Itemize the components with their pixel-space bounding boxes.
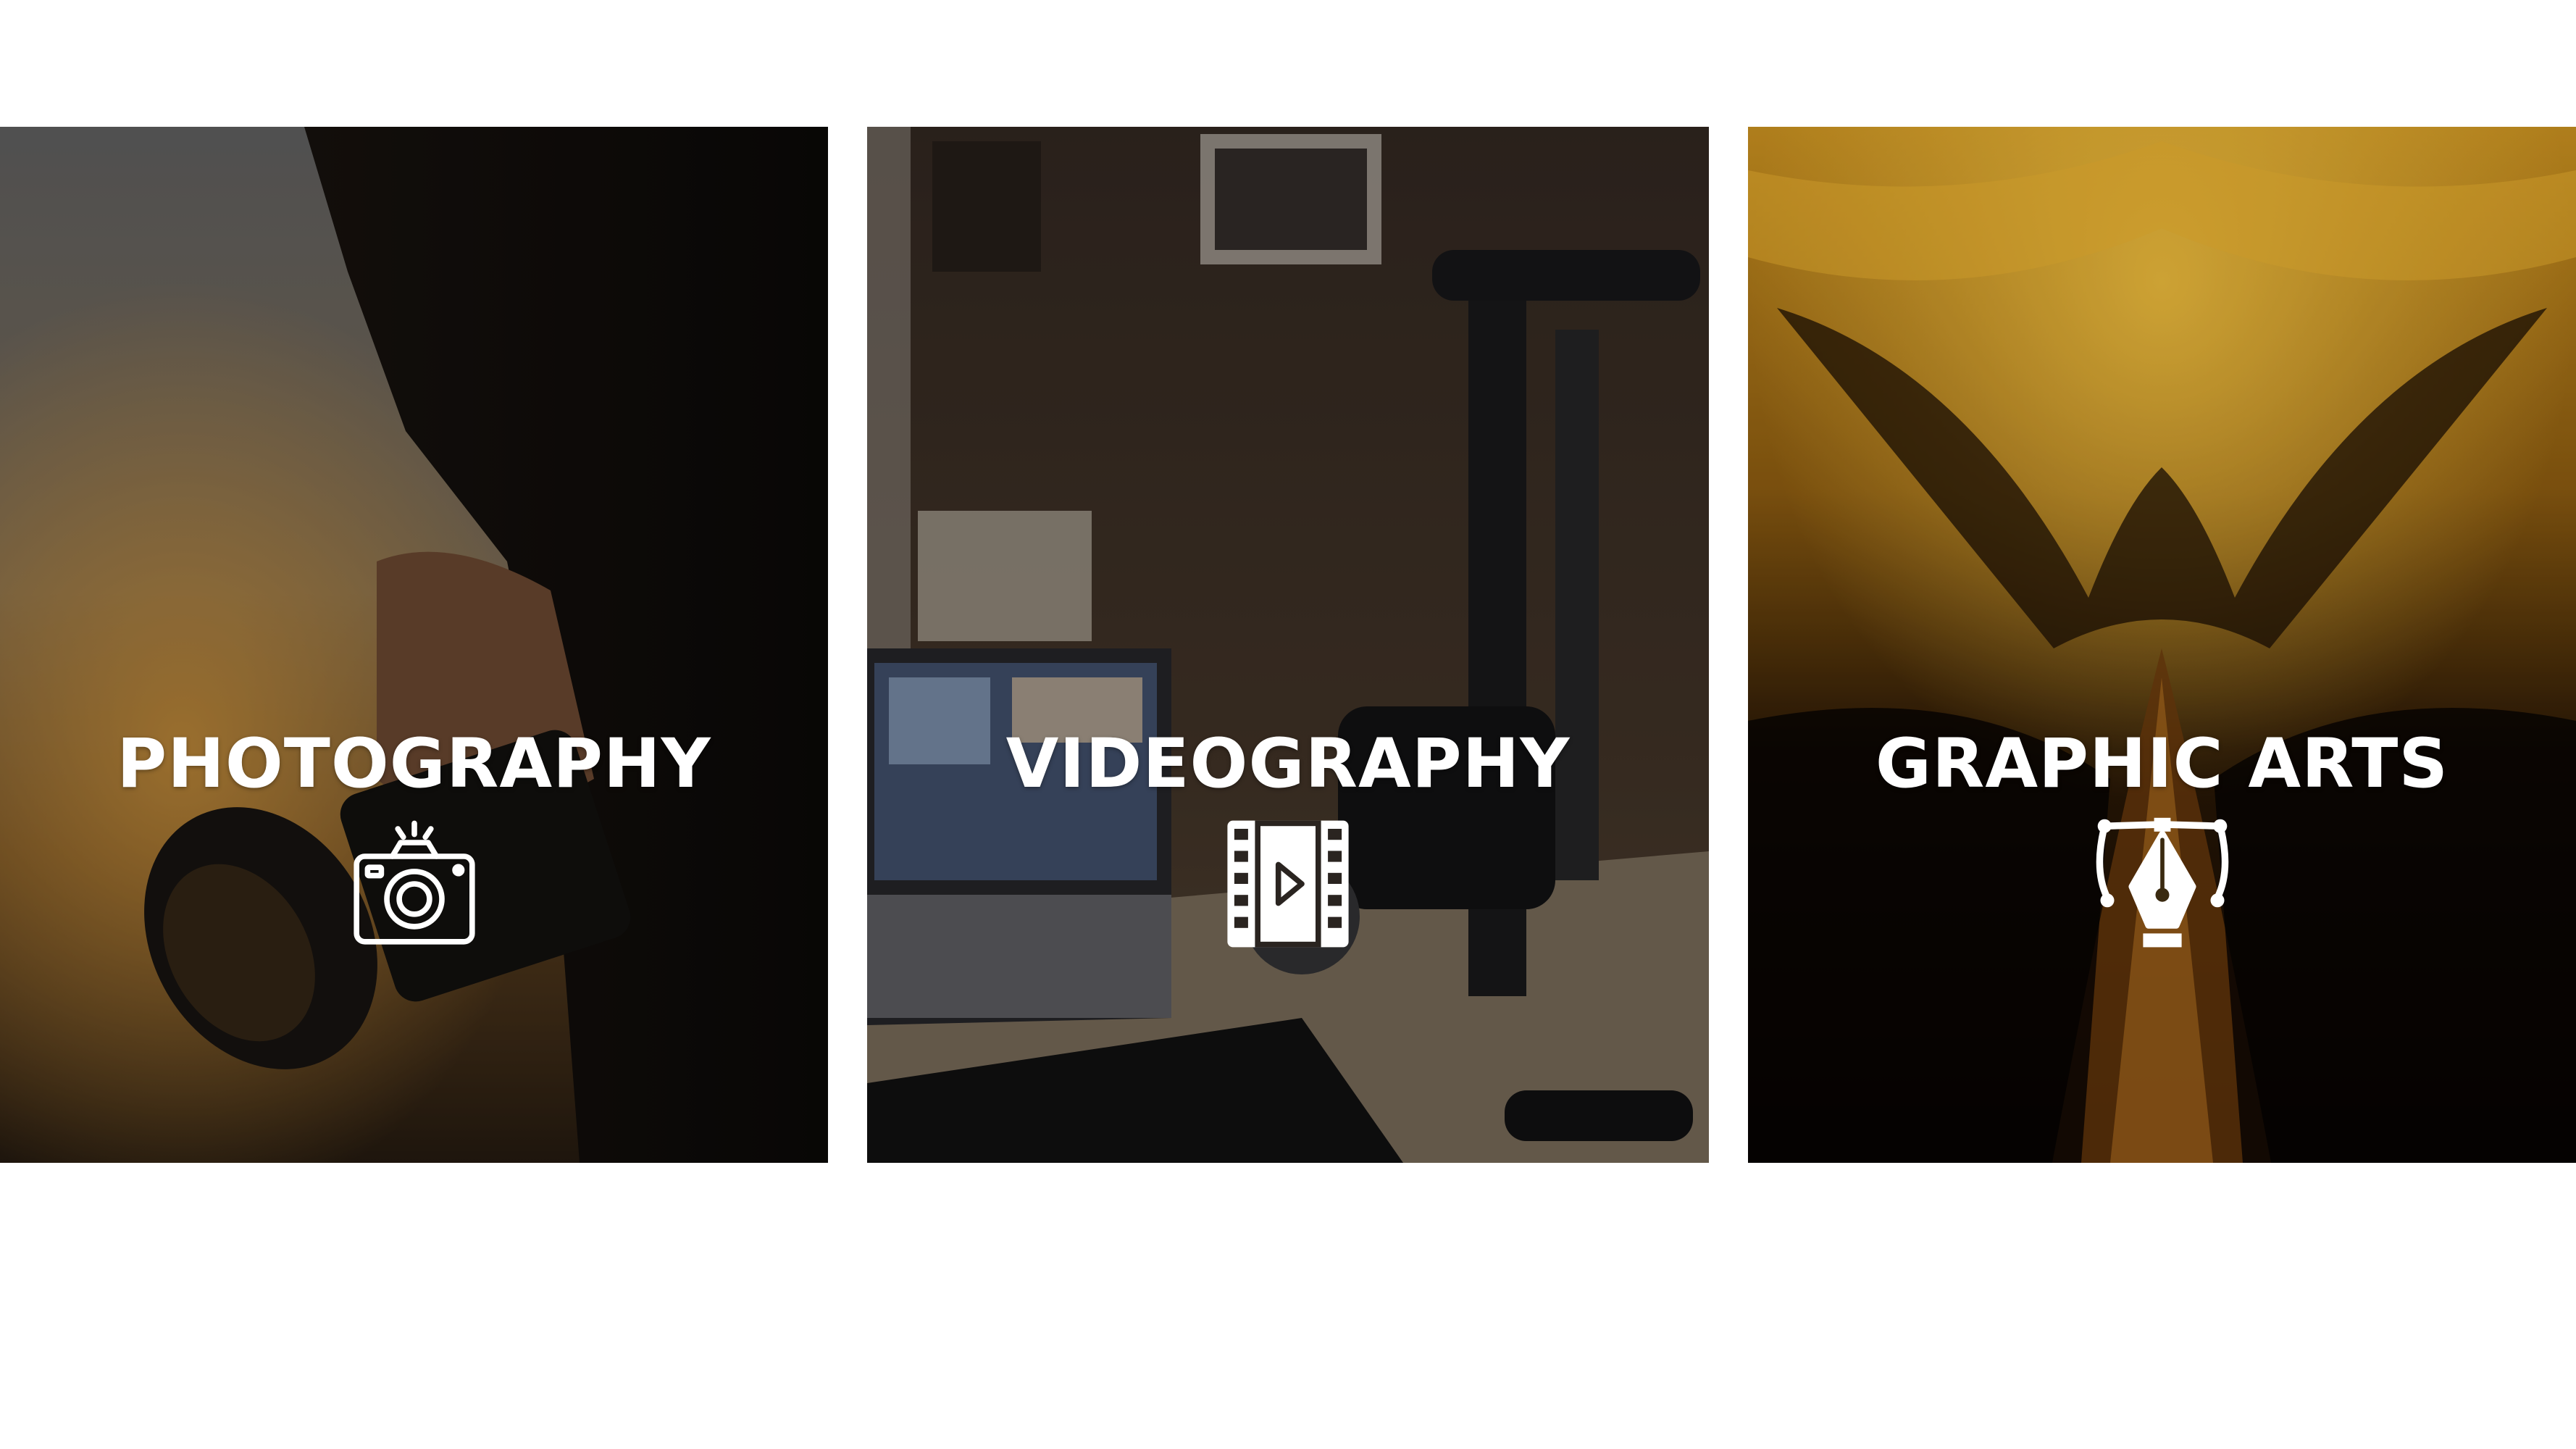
- photography-label: PHOTOGRAPHY: [117, 724, 711, 803]
- videography-label: VIDEOGRAPHY: [1005, 724, 1571, 803]
- videography-background-image: [867, 127, 1709, 1163]
- pen-tool-icon: [2094, 815, 2231, 953]
- camera-icon: [346, 815, 483, 953]
- graphic-arts-label: GRAPHIC ARTS: [1875, 724, 2449, 803]
- film-play-icon: [1219, 815, 1357, 953]
- videography-overlay: [867, 127, 1709, 1163]
- graphic-arts-card[interactable]: GRAPHIC ARTS: [1748, 127, 2576, 1163]
- graphic-arts-background-image: [1748, 127, 2576, 1163]
- graphic-arts-overlay: [1748, 127, 2576, 1163]
- photography-overlay: [0, 127, 828, 1163]
- videography-card[interactable]: VIDEOGRAPHY: [867, 127, 1709, 1163]
- photography-background-image: [0, 127, 828, 1163]
- photography-card[interactable]: PHOTOGRAPHY: [0, 127, 828, 1163]
